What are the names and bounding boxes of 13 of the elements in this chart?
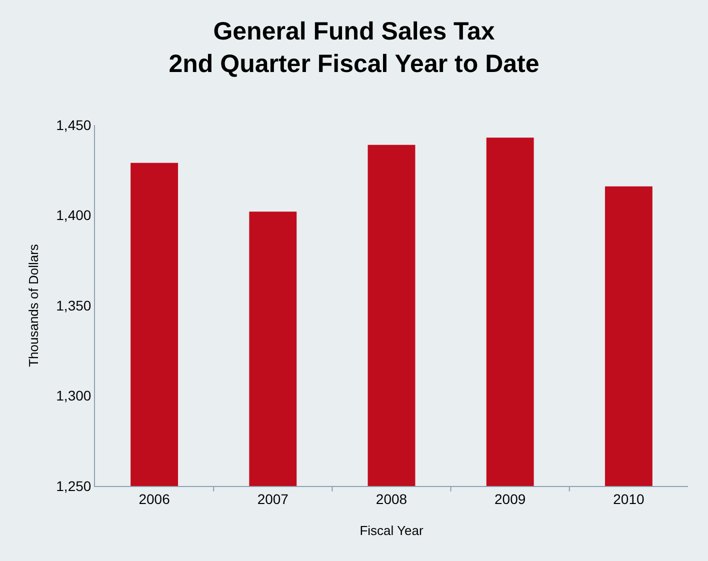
x-tick-label: 2006: [138, 490, 170, 507]
x-tick-label: 2010: [613, 490, 644, 507]
y-tick-label: 1,450: [56, 116, 92, 133]
x-tick-label: 2008: [376, 490, 408, 507]
y-tick-label: 1,250: [56, 478, 92, 494]
chart-title: General Fund Sales Tax 2nd Quarter Fiscal Year to Date: [168, 17, 540, 78]
x-tick-label: 2007: [257, 490, 289, 507]
y-tick-label: 1,350: [56, 297, 92, 314]
y-axis-title: Thousands of Dollars: [26, 244, 42, 367]
x-tick-label: 2009: [494, 490, 526, 507]
y-tick-label: 1,400: [56, 207, 92, 224]
y-tick-label: 1,300: [56, 388, 92, 404]
x-axis-title: Fiscal Year: [360, 523, 424, 538]
